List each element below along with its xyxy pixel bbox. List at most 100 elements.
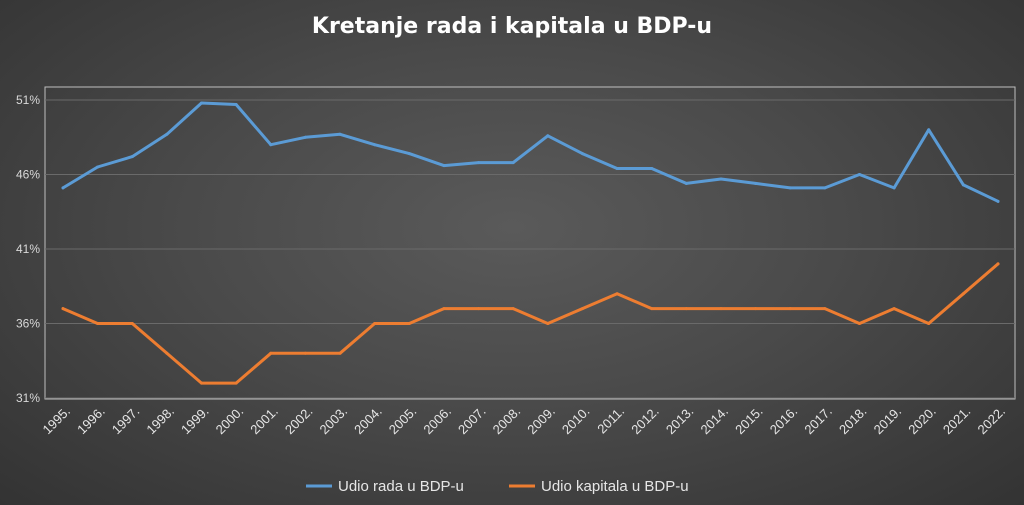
x-tick-label: 2022. [975,404,1009,438]
y-axis-ticks: 31% 36% 41% 46% 51% [16,93,40,405]
x-tick-label: 2020. [905,404,939,438]
x-tick-label: 2011. [594,404,627,437]
series-line-labor [61,101,1000,203]
data-point [823,307,827,311]
x-tick-label: 2004. [351,404,385,438]
x-tick-label: 1999. [178,404,212,438]
data-point [580,307,584,311]
data-point [823,186,827,190]
data-point [892,307,896,311]
data-point [373,322,377,325]
data-point [234,381,238,385]
data-point [857,173,861,176]
x-tick-label: 1997. [109,404,143,438]
legend-label-capital: Udio kapitala u BDP-u [541,478,689,495]
x-tick-label: 2010. [559,404,593,438]
x-tick-label: 1998. [143,404,177,438]
x-tick-label: 1995. [40,404,74,438]
data-point [200,101,204,105]
data-point [130,155,134,159]
x-tick-label: 2018. [836,404,870,438]
data-point [234,102,238,106]
data-point [615,292,619,296]
data-point [61,186,65,190]
data-point [754,181,758,185]
chart-title: Kretanje rada i kapitala u BDP-u [312,14,712,39]
x-tick-label: 2021. [940,404,974,438]
data-point [546,322,550,325]
x-tick-label: 2005. [386,404,420,438]
y-tick-label: 46% [16,168,40,182]
data-point [788,186,792,190]
gridlines [45,99,1015,399]
data-point [303,135,307,139]
y-tick-label: 51% [16,93,40,107]
x-tick-label: 2002. [282,404,316,438]
data-point [130,322,134,325]
data-point [719,177,723,181]
data-point [338,132,342,136]
data-point [857,322,861,325]
x-tick-label: 2006. [420,404,454,438]
x-tick-label: 2009. [524,404,558,438]
data-point [650,167,654,171]
x-tick-label: 2019. [871,404,905,438]
data-point [442,307,446,311]
data-point [788,307,792,311]
data-point [927,128,931,132]
series-line-capital [61,262,1000,385]
data-point [165,132,169,136]
data-point [511,161,515,165]
series-lines [61,101,1000,385]
data-point [407,152,411,156]
legend: Udio rada u BDP-u Udio kapitala u BDP-u [306,478,689,495]
data-point [442,164,446,168]
data-point [96,322,100,325]
plot-area [44,86,1016,400]
x-axis-ticks: 1995. 1996. 1997. 1998. 1999. 2000. 2001. 2002.… [40,404,1009,438]
x-tick-label: 2012. [628,404,662,438]
data-point [373,143,377,147]
x-tick-label: 2000. [213,404,247,438]
legend-label-labor: Udio rada u BDP-u [338,478,464,495]
data-point [684,307,688,311]
x-tick-label: 2014. [697,404,731,438]
y-tick-label: 41% [16,242,40,256]
x-tick-label: 2008. [490,404,524,438]
data-point [927,322,931,325]
data-point [407,322,411,325]
data-point [477,161,481,165]
data-point [961,292,965,296]
data-point [165,351,169,355]
data-point [269,351,273,355]
data-point [511,307,515,311]
x-tick-label: 2007. [455,404,489,438]
data-point [200,381,204,385]
data-point [303,351,307,355]
data-point [754,307,758,311]
data-point [719,307,723,311]
data-point [996,199,1000,203]
data-point [477,307,481,311]
y-tick-label: 31% [16,391,40,405]
data-point [546,134,550,138]
data-point [580,152,584,156]
data-point [650,307,654,311]
x-tick-label: 2017. [801,404,835,438]
data-point [615,167,619,171]
data-point [996,262,1000,266]
data-point [269,143,273,147]
data-point [892,186,896,190]
x-tick-label: 2013. [663,404,697,438]
x-tick-label: 2016. [767,404,801,438]
data-point [684,181,688,185]
data-point [96,165,100,169]
y-tick-label: 36% [16,317,40,331]
x-tick-label: 1996. [74,404,108,438]
x-tick-label: 2015. [732,404,766,438]
x-tick-label: 2001. [247,404,281,438]
data-point [961,183,965,187]
x-tick-label: 2003. [317,404,351,438]
data-point [338,351,342,355]
